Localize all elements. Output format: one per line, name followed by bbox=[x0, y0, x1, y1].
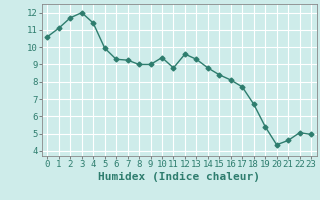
X-axis label: Humidex (Indice chaleur): Humidex (Indice chaleur) bbox=[98, 172, 260, 182]
